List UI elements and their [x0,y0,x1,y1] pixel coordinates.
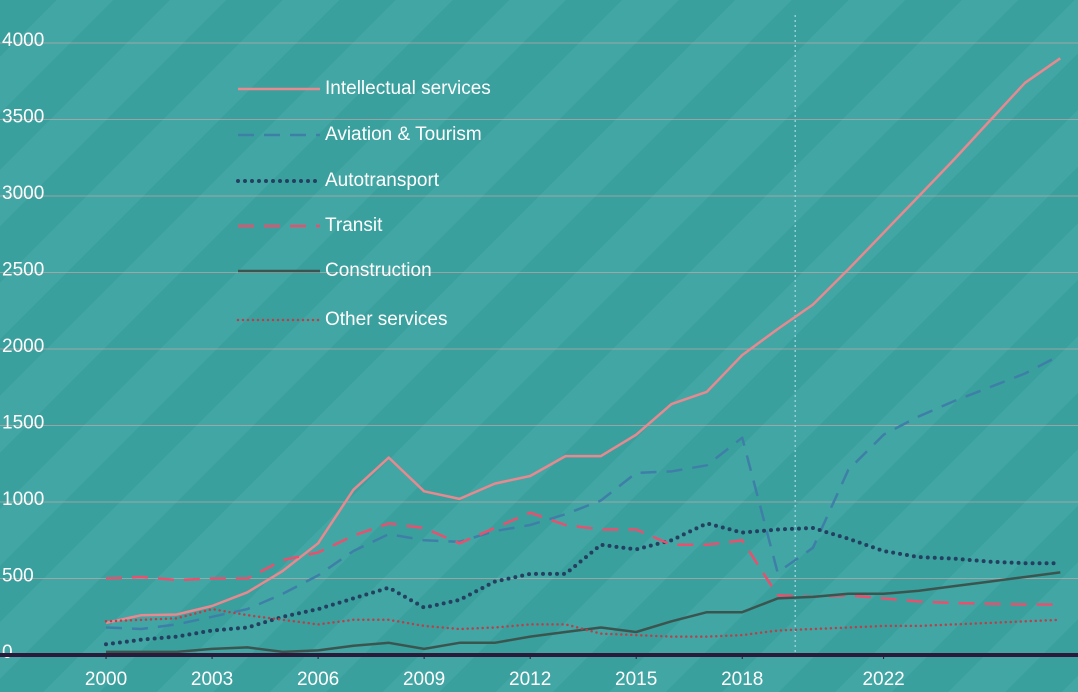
x-tick-label: 2022 [862,669,904,690]
y-tick-label: 3500 [2,107,44,128]
series-line [105,353,1061,631]
legend-label: Intellectual services [325,78,491,99]
legend-label: Aviation & Tourism [325,124,482,145]
y-tick-label: 500 [2,566,34,587]
legend-label: Transit [325,215,383,236]
series-line [104,607,1062,638]
x-tick-label: 2009 [403,669,445,690]
series-line [104,521,1063,647]
x-tick-label: 2003 [191,669,233,690]
y-tick-label: 3000 [2,183,44,204]
y-tick-label: 2000 [2,336,44,357]
legend-label: Autotransport [325,170,440,191]
x-tick-label: 2000 [85,669,127,690]
y-tick-label: 2500 [2,260,44,281]
y-tick-label: 0 [2,642,13,663]
y-tick-label: 1500 [2,413,44,434]
series-line [105,57,1062,625]
series-line [105,511,1061,606]
x-tick-label: 2006 [297,669,339,690]
x-tick-label: 2015 [615,669,657,690]
legend-label: Construction [325,260,432,281]
legend-label: Other services [325,309,447,330]
y-tick-label: 4000 [2,30,44,51]
x-tick-label: 2018 [721,669,763,690]
y-tick-label: 1000 [2,489,44,510]
series-line [106,571,1061,654]
x-tick-label: 2012 [509,669,551,690]
